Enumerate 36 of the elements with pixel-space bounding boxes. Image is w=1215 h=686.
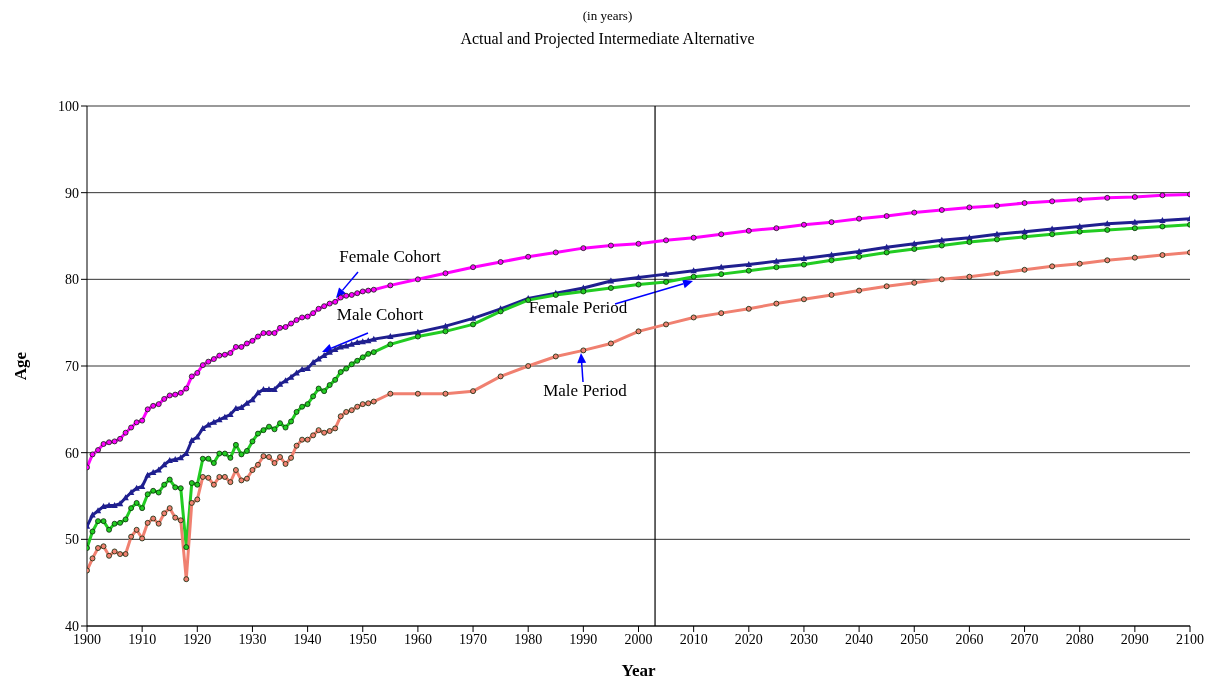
y-tick-label: 100 [58,98,79,114]
x-tick-label: 2040 [845,631,874,647]
x-tick-label: 1930 [238,631,267,647]
y-tick-label: 80 [65,272,79,288]
x-tick-label: 2090 [1120,631,1149,647]
chart-subtitle: Actual and Projected Intermediate Alternative [459,30,756,48]
x-tick-label: 1950 [348,631,377,647]
x-tick-label: 2050 [900,631,929,647]
y-axis-title: Age [11,351,31,381]
x-tick-label: 1920 [183,631,212,647]
x-tick-label: 2060 [955,631,984,647]
y-tick-label: 70 [65,358,79,374]
y-tick-label: 50 [65,532,79,548]
series-label: Male Cohort [336,305,424,324]
y-tick-label: 40 [65,618,79,634]
x-tick-label: 2080 [1065,631,1094,647]
x-tick-label: 2100 [1176,631,1204,647]
x-tick-label: 1980 [514,631,543,647]
x-tick-label: 1900 [73,631,101,647]
x-axis-title: Year [621,661,656,680]
series-label: Male Period [543,381,628,400]
x-tick-label: 1940 [293,631,322,647]
series-label: Female Cohort [339,247,442,266]
x-tick-label: 2070 [1010,631,1039,647]
x-tick-label: 2020 [734,631,763,647]
x-tick-label: 2030 [789,631,818,647]
x-tick-label: 1960 [403,631,432,647]
x-tick-label: 2010 [679,631,708,647]
y-tick-label: 90 [65,185,79,201]
x-tick-label: 1970 [459,631,488,647]
chart-title: (in years) [581,8,634,24]
x-tick-label: 1990 [569,631,598,647]
x-tick-label: 1910 [128,631,157,647]
y-tick-label: 60 [65,445,79,461]
x-tick-label: 2000 [624,631,653,647]
series-label: Female Period [528,298,628,317]
